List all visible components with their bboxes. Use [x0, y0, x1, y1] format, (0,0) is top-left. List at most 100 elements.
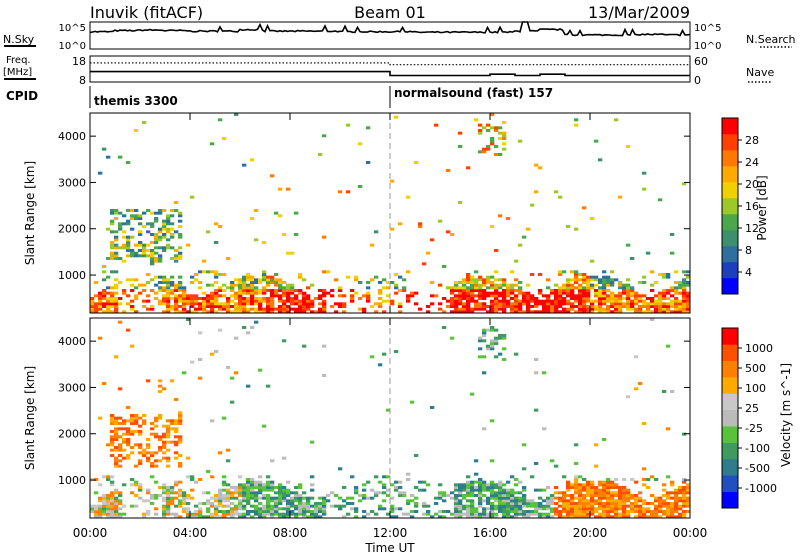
echo-cell [542, 307, 547, 311]
echo-cell [258, 510, 263, 513]
echo-cell [142, 419, 147, 423]
echo-cell [174, 249, 179, 252]
echo-cell [458, 491, 463, 495]
echo-cell [394, 350, 399, 353]
echo-cell [514, 352, 519, 356]
echo-cell [254, 483, 259, 487]
echo-cell [362, 483, 367, 487]
echo-cell [214, 494, 219, 497]
echo-cell [158, 286, 163, 290]
echo-cell [474, 305, 479, 308]
echo-cell [662, 302, 667, 306]
echo-cell [618, 299, 623, 303]
echo-cell [254, 286, 259, 290]
echo-cell [566, 483, 571, 487]
echo-cell [590, 483, 595, 487]
echo-cell [110, 494, 115, 497]
echo-cell [590, 302, 595, 306]
echo-cell [370, 305, 375, 308]
echo-cell [114, 435, 119, 439]
echo-cell [558, 286, 563, 290]
echo-cell [426, 512, 431, 516]
echo-cell [666, 289, 671, 292]
echo-cell [666, 475, 671, 479]
echo-cell [270, 310, 275, 314]
echo-cell [678, 504, 683, 508]
echo-cell [302, 310, 307, 314]
echo-cell [342, 310, 347, 314]
echo-cell [674, 499, 679, 503]
echo-cell [598, 491, 603, 495]
echo-cell [114, 504, 119, 508]
echo-cell [590, 299, 595, 303]
echo-cell [154, 464, 159, 468]
echo-cell [234, 294, 239, 298]
echo-cell [134, 464, 139, 468]
echo-cell [626, 510, 631, 513]
echo-cell [114, 230, 119, 234]
echo-cell [486, 123, 491, 127]
echo-cell [350, 502, 355, 505]
echo-cell [134, 209, 139, 212]
echo-cell [598, 496, 603, 500]
echo-cell [614, 483, 619, 487]
echo-cell [370, 496, 375, 500]
echo-cell [230, 283, 235, 287]
echo-cell [466, 491, 471, 495]
echo-cell [482, 281, 487, 284]
echo-cell [166, 219, 171, 223]
echo-cell [466, 291, 471, 295]
colorbar-swatch [722, 442, 738, 460]
echo-cell [558, 273, 563, 276]
echo-cell [322, 305, 327, 308]
echo-cell [122, 235, 127, 239]
echo-cell [158, 494, 163, 497]
echo-cell [326, 270, 331, 274]
echo-cell [630, 494, 635, 497]
echo-cell [178, 416, 183, 420]
echo-cell [562, 502, 567, 505]
echo-cell [210, 294, 215, 298]
echo-cell [474, 486, 479, 489]
echo-cell [674, 297, 679, 300]
echo-cell [302, 291, 307, 295]
echo-cell [318, 496, 323, 500]
echo-cell [474, 294, 479, 298]
echo-cell [282, 339, 287, 343]
echo-cell [482, 371, 487, 375]
echo-cell [622, 502, 627, 505]
echo-cell [178, 289, 183, 292]
echo-cell [282, 291, 287, 295]
echo-cell [638, 510, 643, 513]
echo-cell [538, 512, 543, 516]
echo-cell [166, 289, 171, 292]
echo-cell [110, 294, 115, 298]
echo-cell [262, 507, 267, 511]
echo-cell [454, 488, 459, 492]
echo-cell [338, 467, 343, 471]
echo-cell [106, 496, 111, 500]
echo-cell [150, 259, 155, 263]
echo-cell [174, 257, 179, 260]
echo-cell [646, 251, 651, 255]
echo-cell [674, 289, 679, 292]
echo-cell [554, 305, 559, 308]
time-axis-label: Time UT [364, 541, 415, 554]
x-tick-label: 00:00 [73, 526, 108, 540]
echo-cell [502, 347, 507, 351]
echo-cell [242, 326, 247, 329]
echo-cell [98, 299, 103, 303]
echo-cell [154, 235, 159, 239]
echo-cell [274, 496, 279, 500]
echo-cell [534, 297, 539, 300]
echo-cell [502, 358, 507, 361]
echo-cell [238, 299, 243, 303]
echo-cell [518, 302, 523, 306]
echo-cell [490, 496, 495, 500]
echo-cell [114, 286, 119, 290]
echo-cell [538, 289, 543, 292]
echo-cell [118, 211, 123, 215]
echo-cell [498, 510, 503, 513]
echo-cell [110, 491, 115, 495]
echo-cell [222, 302, 227, 306]
